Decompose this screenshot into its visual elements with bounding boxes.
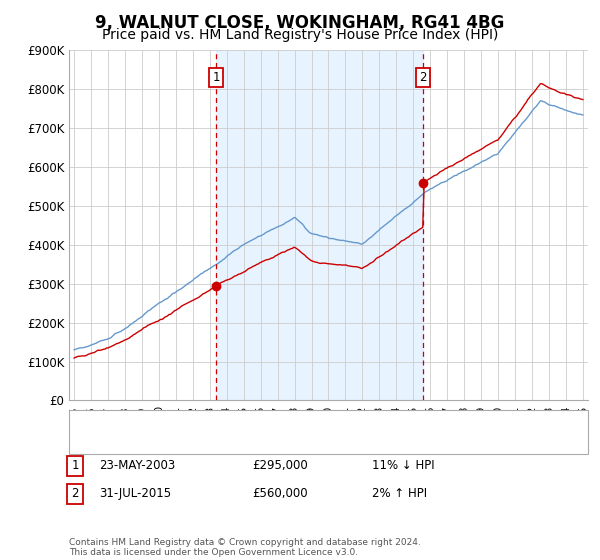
Text: ─────: ───── — [78, 433, 115, 446]
Text: 2% ↑ HPI: 2% ↑ HPI — [372, 487, 427, 501]
Text: 2: 2 — [71, 487, 79, 501]
Text: 9, WALNUT CLOSE, WOKINGHAM, RG41 4BG (detached house): 9, WALNUT CLOSE, WOKINGHAM, RG41 4BG (de… — [108, 418, 455, 428]
Text: 1: 1 — [212, 71, 220, 84]
Text: Price paid vs. HM Land Registry's House Price Index (HPI): Price paid vs. HM Land Registry's House … — [102, 28, 498, 42]
Text: £295,000: £295,000 — [252, 459, 308, 473]
Bar — [217, 50, 423, 400]
Text: 2: 2 — [419, 71, 427, 84]
Text: 1: 1 — [71, 459, 79, 473]
Text: HPI: Average price, detached house, Wokingham: HPI: Average price, detached house, Woki… — [108, 435, 380, 445]
Text: Contains HM Land Registry data © Crown copyright and database right 2024.
This d: Contains HM Land Registry data © Crown c… — [69, 538, 421, 557]
Text: 31-JUL-2015: 31-JUL-2015 — [99, 487, 171, 501]
Text: 11% ↓ HPI: 11% ↓ HPI — [372, 459, 434, 473]
Text: 23-MAY-2003: 23-MAY-2003 — [99, 459, 175, 473]
Text: ─────: ───── — [78, 416, 115, 430]
Text: 9, WALNUT CLOSE, WOKINGHAM, RG41 4BG: 9, WALNUT CLOSE, WOKINGHAM, RG41 4BG — [95, 14, 505, 32]
Text: £560,000: £560,000 — [252, 487, 308, 501]
